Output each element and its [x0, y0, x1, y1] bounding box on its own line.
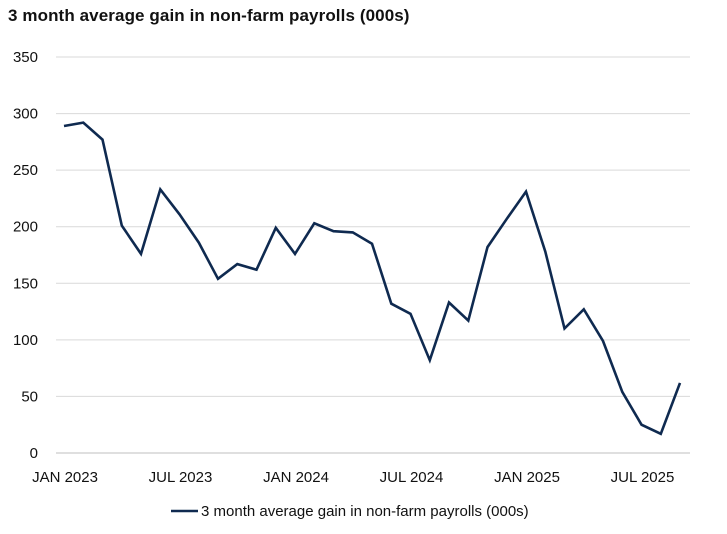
y-tick-label: 0	[30, 445, 38, 462]
gridlines	[56, 56, 690, 397]
chart-title: 3 month average gain in non-farm payroll…	[8, 6, 410, 25]
legend-label: 3 month average gain in non-farm payroll…	[201, 503, 529, 520]
y-tick-label: 300	[13, 106, 38, 123]
x-tick-label: JAN 2024	[263, 469, 329, 486]
series-line-0	[63, 121, 682, 436]
y-tick-label: 200	[13, 219, 38, 236]
series-layer	[63, 121, 682, 436]
y-tick-label: 250	[13, 162, 38, 179]
x-tick-label: JAN 2023	[32, 469, 98, 486]
x-tick-label: JUL 2023	[149, 469, 213, 486]
y-tick-label: 350	[13, 49, 38, 66]
y-tick-label: 50	[21, 388, 38, 405]
y-tick-label: 100	[13, 332, 38, 349]
x-tick-label: JUL 2025	[611, 469, 675, 486]
x-tick-label: JAN 2025	[494, 469, 560, 486]
axes: 0 50 100 150 200 250 300 350 JAN 2023 JUL 2023 JAN…	[13, 49, 690, 486]
y-tick-label: 150	[13, 275, 38, 292]
legend: 3 month average gain in non-farm payroll…	[171, 503, 529, 520]
x-tick-label: JUL 2024	[380, 469, 444, 486]
